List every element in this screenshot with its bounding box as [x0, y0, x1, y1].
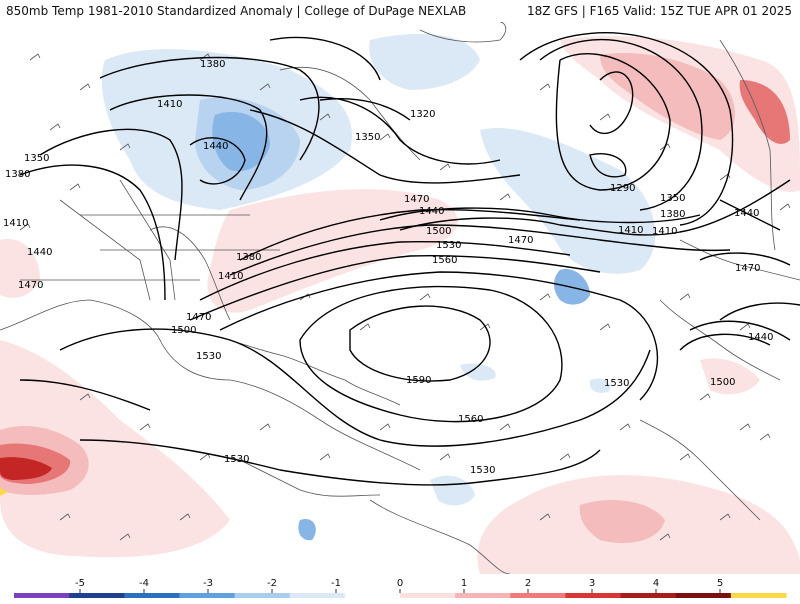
contour-label: 1350: [660, 193, 685, 204]
contour-label: 1410: [157, 99, 182, 110]
contour-label: 1440: [203, 141, 228, 152]
contour-label: 1500: [171, 325, 196, 336]
colorbar-segment: [234, 593, 291, 598]
colorbar-tick-label: 3: [589, 578, 595, 589]
colorbar-tick-label: -4: [139, 578, 149, 589]
colorbar-segment: [565, 593, 622, 598]
colorbar-segment: [675, 593, 732, 598]
contour-label: 1530: [604, 378, 629, 389]
contour-label: 1470: [18, 280, 43, 291]
contour-label: 1290: [610, 183, 635, 194]
colorbar-segment: [620, 593, 677, 598]
contour-label: 1470: [186, 312, 211, 323]
contour-label: 1410: [218, 271, 243, 282]
colorbar-segments: [14, 593, 787, 598]
weather-map: 1380 1320 1350 1410 1440 1350 1380 1410 …: [0, 22, 800, 574]
anomaly-colorbar: -5 -4 -3 -2 -1 0 1 2 3 4 5: [0, 574, 800, 600]
colorbar-tick-label: 5: [717, 578, 723, 589]
model-run-info: 18Z GFS | F165 Valid: 15Z TUE APR 01 202…: [526, 4, 792, 18]
colorbar-tick-label: 0: [397, 578, 403, 589]
contour-label: 1410: [618, 225, 643, 236]
contour-label: 1440: [748, 332, 773, 343]
colorbar-segment: [69, 593, 125, 598]
contour-label: 1320: [410, 109, 435, 120]
contour-label: 1530: [436, 240, 461, 251]
colorbar-segment: [400, 593, 456, 598]
colorbar-segment: [455, 593, 511, 598]
colorbar-segment: [289, 593, 346, 598]
colorbar-segment: [344, 593, 401, 598]
colorbar-segment: [124, 593, 180, 598]
colorbar-segment: [730, 593, 787, 598]
contour-label: 1440: [734, 208, 759, 219]
colorbar-tick-label: 1: [461, 578, 467, 589]
colorbar-tick-label: -1: [331, 578, 341, 589]
contour-label: 1560: [432, 255, 457, 266]
colorbar-tick-labels: -5 -4 -3 -2 -1 0 1 2 3 4 5: [75, 578, 723, 593]
coastlines: [0, 22, 800, 574]
contour-label: 1380: [660, 209, 685, 220]
contour-label: 1350: [355, 132, 380, 143]
contour-label: 1380: [5, 169, 30, 180]
contour-label: 1500: [710, 377, 735, 388]
contour-label: 1440: [419, 206, 444, 217]
contour-label: 1380: [236, 252, 261, 263]
contour-label: 1470: [508, 235, 533, 246]
cold-anomaly-shading: [101, 34, 656, 541]
colorbar-svg: -5 -4 -3 -2 -1 0 1 2 3 4 5: [14, 578, 787, 598]
contour-label: 1500: [426, 226, 451, 237]
contour-label: 1530: [224, 454, 249, 465]
contour-label: 1380: [200, 59, 225, 70]
contour-label: 1350: [24, 153, 49, 164]
colorbar-tick-label: -3: [203, 578, 213, 589]
map-header: 850mb Temp 1981-2010 Standardized Anomal…: [0, 0, 800, 22]
colorbar-tick-label: -5: [75, 578, 85, 589]
contour-labels: 1380 1320 1350 1410 1440 1350 1380 1410 …: [3, 59, 773, 476]
contour-label: 1530: [196, 351, 221, 362]
contour-label: 1440: [27, 247, 52, 258]
contour-label: 1590: [406, 375, 431, 386]
colorbar-segment: [14, 593, 70, 598]
map-title: 850mb Temp 1981-2010 Standardized Anomal…: [6, 4, 467, 18]
contour-label: 1410: [3, 218, 28, 229]
warm-anomaly-shading: [0, 36, 800, 574]
contour-label: 1560: [458, 414, 483, 425]
contour-label: 1530: [470, 465, 495, 476]
contour-label: 1470: [404, 194, 429, 205]
contour-label: 1410: [652, 226, 677, 237]
height-contours: [19, 32, 800, 486]
colorbar-tick-label: 4: [653, 578, 659, 589]
colorbar-segment: [179, 593, 236, 598]
wind-barbs: [19, 53, 791, 541]
colorbar-tick-label: 2: [525, 578, 531, 589]
contour-label: 1470: [735, 263, 760, 274]
colorbar-tick-label: -2: [267, 578, 277, 589]
colorbar-segment: [510, 593, 566, 598]
map-canvas: 1380 1320 1350 1410 1440 1350 1380 1410 …: [0, 22, 800, 574]
